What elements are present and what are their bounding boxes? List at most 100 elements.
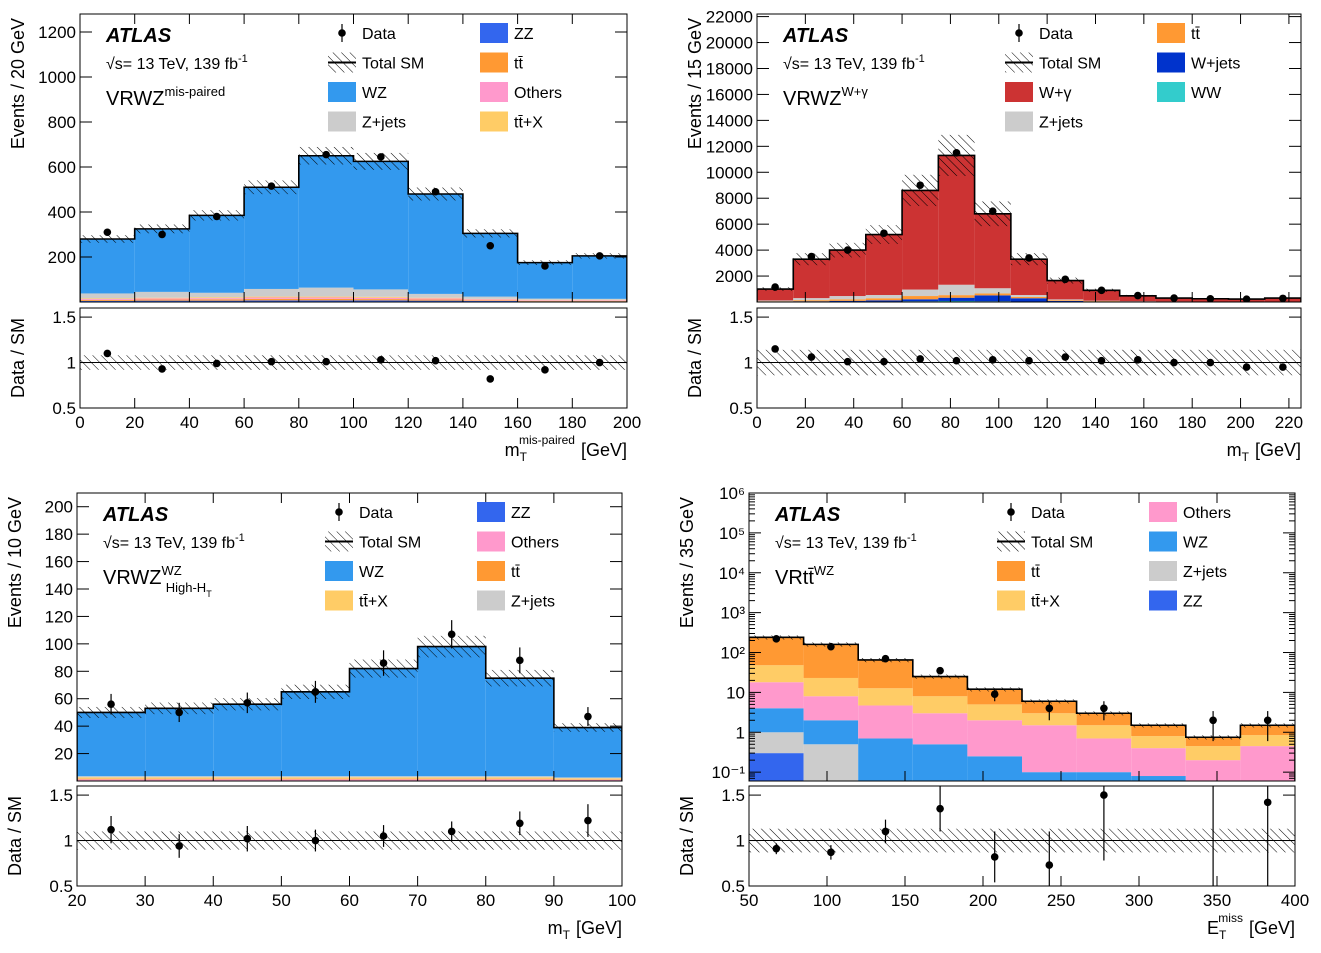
ratio-point-10 bbox=[1134, 356, 1142, 364]
ratio-point-0 bbox=[107, 826, 115, 834]
x-tick-label: 200 bbox=[613, 413, 641, 432]
bar-WZ-9 bbox=[572, 256, 627, 299]
y-tick-label: 16000 bbox=[706, 85, 753, 104]
data-point-4 bbox=[380, 659, 388, 667]
data-point-0 bbox=[107, 700, 115, 708]
y-tick-label: 160 bbox=[45, 553, 73, 572]
legend-label-6: Z+jets bbox=[1039, 115, 1083, 132]
ratio-point-0 bbox=[771, 345, 779, 353]
data-point-0 bbox=[104, 228, 112, 236]
ratio-y-tick-label: 0.5 bbox=[52, 399, 76, 418]
bar-Zjets-5 bbox=[938, 285, 974, 295]
bar-Zjets-8 bbox=[1047, 299, 1083, 300]
data-point-7 bbox=[1025, 254, 1033, 262]
legend-swatch-1 bbox=[1149, 502, 1177, 522]
y-tick-label: 22000 bbox=[706, 8, 753, 27]
x-tick-label: 0 bbox=[752, 413, 761, 432]
bar-Others-4 bbox=[350, 779, 418, 780]
bar-Others-3 bbox=[281, 779, 349, 780]
x-tick-label: 220 bbox=[1275, 413, 1303, 432]
bar-WZ-6 bbox=[1077, 772, 1132, 781]
bar-WZ-5 bbox=[1022, 772, 1077, 781]
bar-tt-1 bbox=[793, 300, 829, 301]
ratio-point-4 bbox=[916, 355, 924, 363]
data-point-9 bbox=[1264, 716, 1272, 724]
ratio-point-6 bbox=[432, 357, 440, 365]
data-point-3 bbox=[312, 688, 320, 696]
legend-label-2: Total SM bbox=[1039, 56, 1101, 73]
ratio-point-5 bbox=[377, 356, 385, 364]
ratio-point-7 bbox=[1025, 357, 1033, 365]
x-tick-label: 200 bbox=[1226, 413, 1254, 432]
x-title-unit: [GeV] bbox=[581, 440, 627, 460]
data-point-6 bbox=[989, 207, 997, 215]
ratio-point-2 bbox=[844, 358, 852, 366]
ratio-point-1 bbox=[158, 365, 166, 373]
legend-swatch-5 bbox=[1149, 561, 1177, 581]
legend-swatch-3 bbox=[1149, 532, 1177, 552]
region-name: VRWZ bbox=[783, 88, 842, 110]
bar-tt-6 bbox=[975, 293, 1011, 295]
bar-tt-2 bbox=[213, 779, 281, 780]
ratio-point-3 bbox=[936, 805, 944, 813]
bar-ttX-3 bbox=[244, 297, 299, 298]
energy-text: √s= 13 TeV, 139 fb bbox=[106, 56, 238, 73]
region-label: VRtt̄WZ bbox=[775, 563, 834, 589]
ratio-point-11 bbox=[1170, 359, 1178, 367]
ratio-point-1 bbox=[175, 842, 183, 850]
bar-ttX-7 bbox=[1131, 736, 1186, 748]
ratio-point-2 bbox=[882, 828, 890, 836]
y-axis-label: Events / 20 GeV bbox=[8, 18, 28, 149]
y-tick-label: 12000 bbox=[706, 137, 753, 156]
legend-label-1: tt̄ bbox=[1191, 26, 1200, 43]
legend-swatch-4 bbox=[325, 561, 353, 581]
x-tick-label: 40 bbox=[204, 891, 223, 910]
bar-Others-8 bbox=[518, 300, 573, 301]
y-tick-label: 8000 bbox=[715, 189, 753, 208]
plot-area bbox=[80, 147, 627, 302]
data-point-4 bbox=[916, 181, 924, 189]
y-tick-label: 14000 bbox=[706, 111, 753, 130]
bar-Zjets-8 bbox=[518, 299, 573, 300]
bar-Others-2 bbox=[858, 705, 913, 738]
energy-label: √s= 13 TeV, 139 fb-1 bbox=[783, 53, 925, 73]
atlas-label: ATLAS bbox=[105, 25, 172, 47]
region-name: VRtt̄ bbox=[775, 567, 814, 589]
y-tick-label: 10⁻¹ bbox=[711, 763, 745, 782]
panel-tr: 2000400060008000100001200014000160001800… bbox=[685, 8, 1303, 464]
energy-label: √s= 13 TeV, 139 fb-1 bbox=[775, 532, 917, 552]
y-tick-label: 200 bbox=[45, 498, 73, 517]
ratio-point-3 bbox=[312, 837, 320, 845]
bar-ttX-0 bbox=[77, 777, 145, 778]
bar-Wjets-7 bbox=[1011, 298, 1047, 301]
data-point-7 bbox=[584, 713, 592, 721]
bar-tt-1 bbox=[145, 779, 213, 780]
y-tick-label: 10³ bbox=[720, 604, 745, 623]
x-title-sup: miss bbox=[1218, 911, 1243, 925]
bar-WZ-4 bbox=[350, 669, 418, 777]
bar-WZ-3 bbox=[913, 744, 968, 781]
ratio-point-8 bbox=[1061, 353, 1069, 361]
bar-tt-2 bbox=[858, 660, 913, 688]
bar-tt-4 bbox=[299, 299, 354, 301]
bar-WZ-6 bbox=[408, 194, 463, 294]
legend-swatch-6 bbox=[997, 591, 1025, 611]
ratio-plot-area bbox=[77, 804, 622, 858]
plot-area bbox=[757, 135, 1301, 303]
bar-Wjets-6 bbox=[975, 295, 1011, 301]
data-point-5 bbox=[448, 630, 456, 638]
legend-label-7: ZZ bbox=[1183, 594, 1203, 611]
bar-WZ-3 bbox=[281, 692, 349, 776]
bar-ttX-7 bbox=[554, 778, 622, 779]
bar-ZZ-0 bbox=[749, 753, 804, 781]
x-title-sup: mis-paired bbox=[519, 433, 575, 447]
y-tick-label: 10 bbox=[726, 683, 745, 702]
legend-swatch-5 bbox=[1157, 82, 1185, 102]
bar-ttX-4 bbox=[350, 777, 418, 778]
bar-tt-6 bbox=[408, 300, 463, 301]
x-tick-label: 50 bbox=[272, 891, 291, 910]
data-point-6 bbox=[1100, 704, 1108, 712]
